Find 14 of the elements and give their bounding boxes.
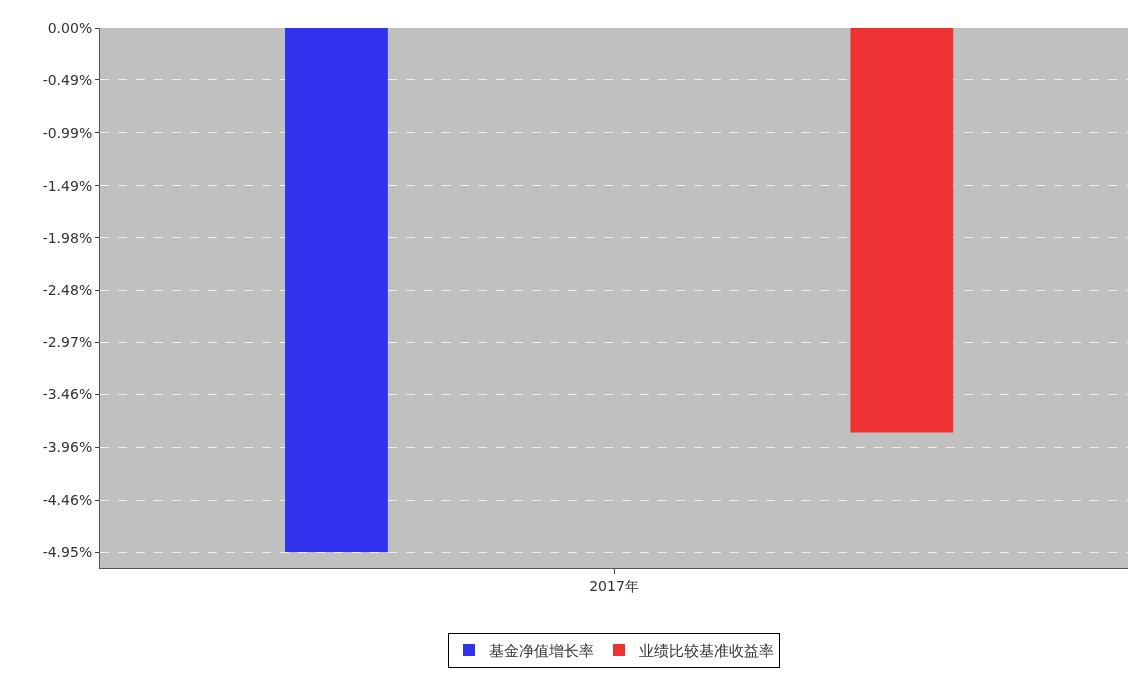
y-tick-label: -2.97% bbox=[42, 334, 93, 351]
y-tick-label: -3.46% bbox=[42, 386, 93, 403]
x-tick-label: 2017年 bbox=[589, 577, 639, 594]
y-tick-label: -1.98% bbox=[42, 229, 93, 246]
y-tick-label: -0.49% bbox=[42, 71, 93, 88]
y-tick-label: -4.46% bbox=[42, 492, 93, 509]
y-tick-label: 0.00% bbox=[47, 19, 93, 36]
y-tick-label: -2.48% bbox=[42, 282, 93, 299]
y-tick-label: -3.96% bbox=[42, 439, 93, 456]
legend-label: 业绩比较基准收益率 bbox=[639, 641, 774, 660]
y-tick-label: -0.99% bbox=[42, 124, 93, 141]
y-tick-label: -4.95% bbox=[42, 544, 93, 561]
legend-label: 基金净值增长率 bbox=[489, 641, 594, 660]
y-tick-label: -1.49% bbox=[42, 177, 93, 194]
